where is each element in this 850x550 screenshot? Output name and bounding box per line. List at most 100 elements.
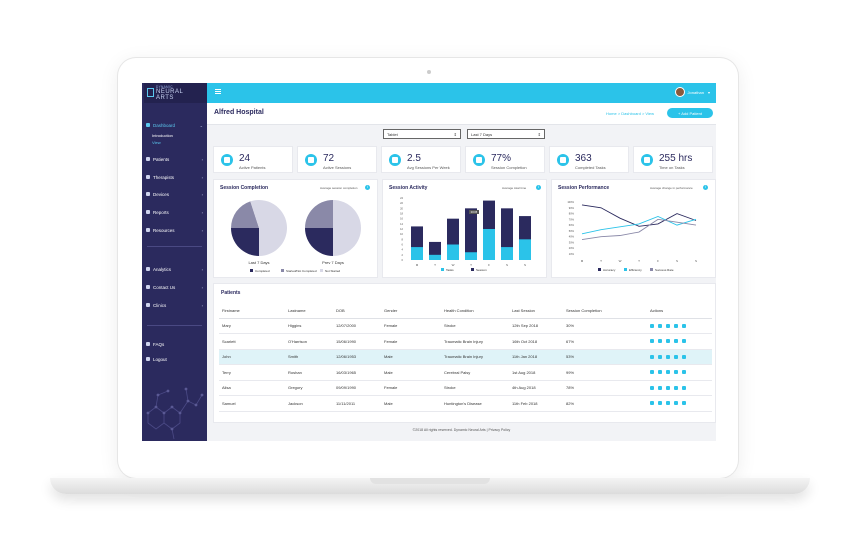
stat-icon [389, 154, 401, 166]
info-icon[interactable]: i [365, 185, 370, 190]
stat-card: 2.5 Avg Sessions Per Week [381, 146, 461, 173]
sidebar-item-therapists[interactable]: Therapists › [142, 171, 207, 183]
info-icon[interactable]: i [536, 185, 541, 190]
chart-icon[interactable] [666, 354, 670, 359]
user-icon [146, 175, 150, 179]
sidebar-item-analytics[interactable]: Analytics › [142, 263, 207, 275]
chart-icon[interactable] [666, 370, 670, 375]
edit-icon[interactable] [658, 401, 662, 406]
table-row[interactable]: Scarlett O'Harrison 15/06/1990 Female Trauma… [219, 333, 712, 350]
sidebar-item-reports[interactable]: Reports › [142, 206, 207, 218]
breadcrumb[interactable]: Home > Dashboard > View [606, 111, 654, 116]
legend-label: Completed [255, 269, 270, 273]
actions-cell [647, 333, 712, 350]
series-line [581, 204, 697, 227]
hamburger-menu-icon[interactable] [215, 89, 221, 94]
patients-table: Firstname Lastname DOB Gender Health Conditi… [219, 304, 712, 412]
download-icon[interactable] [682, 339, 686, 344]
info-icon[interactable]: i [703, 185, 708, 190]
y-tick-label: 8 [402, 237, 404, 241]
view-icon[interactable] [650, 339, 654, 344]
device-select[interactable]: Tablet ⇕ [383, 129, 461, 139]
sidebar-item-logout[interactable]: Logout [142, 353, 207, 365]
table-row[interactable]: Mary Higgins 12/07/2000 Female Stroke 12th Se… [219, 318, 712, 334]
column-header: DOB [333, 304, 381, 319]
table-cell: 12/07/2000 [333, 318, 381, 334]
y-tick-label: 0 [402, 258, 404, 262]
download-icon[interactable] [682, 354, 686, 359]
sidebar-item-resources[interactable]: Resources › [142, 224, 207, 236]
user-icon[interactable] [674, 401, 678, 406]
user-menu[interactable]: Jonathan ▾ [674, 87, 710, 97]
date-range-select[interactable]: Last 7 Days ⇕ [467, 129, 545, 139]
chart-icon[interactable] [666, 323, 670, 328]
y-tick-label: 16 [400, 217, 403, 221]
chart-icon[interactable] [666, 401, 670, 406]
view-icon[interactable] [650, 370, 654, 375]
download-icon[interactable] [682, 385, 686, 390]
page-title: Alfred Hospital [214, 109, 264, 116]
y-tick-label: 12 [400, 227, 403, 231]
device-select-value: Tablet [387, 131, 398, 137]
download-icon[interactable] [682, 401, 686, 406]
sidebar-item-patients[interactable]: Patients › [142, 153, 207, 165]
view-icon[interactable] [650, 323, 654, 328]
edit-icon[interactable] [658, 339, 662, 344]
table-row[interactable]: Samuel Jackson 11/11/2011 Male Huntington's … [219, 395, 712, 412]
table-cell: 67% [563, 333, 647, 350]
column-header: Lastname [285, 304, 333, 319]
dashboard-icon [146, 123, 150, 127]
edit-icon[interactable] [658, 385, 662, 390]
sidebar-item-clinics[interactable]: Clinics › [142, 299, 207, 311]
chart-icon[interactable] [666, 339, 670, 344]
edit-icon[interactable] [658, 370, 662, 375]
add-patient-button[interactable]: + Add Patient [667, 108, 713, 118]
y-tick-label: 30% [569, 240, 575, 244]
edit-icon[interactable] [658, 354, 662, 359]
view-icon[interactable] [650, 385, 654, 390]
table-row[interactable]: John Smith 12/06/1953 Male Traumatic Brain I… [219, 349, 712, 365]
stat-value: 2.5 [407, 153, 421, 164]
chart-icon[interactable] [666, 385, 670, 390]
column-header: Last Session [509, 304, 563, 319]
table-row[interactable]: Alisa Gregory 09/09/1990 Female Stroke 4th Au… [219, 380, 712, 396]
stat-label: Avg Sessions Per Week [407, 165, 450, 170]
sub-item-view[interactable]: View [152, 140, 161, 145]
view-icon[interactable] [650, 401, 654, 406]
y-tick-label: 2 [402, 253, 404, 257]
sub-item-introduction[interactable]: Introduction [152, 133, 173, 138]
user-icon[interactable] [674, 323, 678, 328]
info-icon [146, 228, 150, 232]
download-icon[interactable] [682, 323, 686, 328]
sidebar-item-label: Dashboard [153, 122, 176, 128]
brand-line2: NEURAL [156, 89, 184, 95]
y-tick-label: 14 [400, 222, 403, 226]
x-tick-label: S [524, 263, 526, 267]
stat-value: 363 [575, 153, 592, 164]
stat-card: 24 Active Patients [213, 146, 293, 173]
table-row[interactable]: Terry Roshan 16/03/1965 Male Cerebral Palsy 1… [219, 364, 712, 381]
chevron-right-icon: › [201, 228, 203, 233]
user-icon[interactable] [674, 370, 678, 375]
sidebar-item-contact-us[interactable]: Contact Us › [142, 281, 207, 293]
edit-icon[interactable] [658, 323, 662, 328]
sidebar-item-faqs[interactable]: FAQs [142, 338, 207, 350]
table-cell: Scarlett [219, 333, 285, 350]
bar-tasks [519, 239, 531, 260]
x-tick-label: M [581, 259, 584, 263]
view-icon[interactable] [650, 354, 654, 359]
download-icon[interactable] [682, 370, 686, 375]
sidebar-item-dashboard[interactable]: Dashboard ⌄ [142, 119, 207, 131]
user-icon[interactable] [674, 385, 678, 390]
user-icon[interactable] [674, 354, 678, 359]
brand-logo[interactable]: DYNAMIC NEURAL ARTS [144, 83, 207, 103]
sidebar-item-devices[interactable]: Devices › [142, 188, 207, 200]
avatar [674, 87, 685, 97]
y-tick-label: 10 [400, 232, 403, 236]
user-icon[interactable] [674, 339, 678, 344]
footer: ©2018 All rights reserved. Dynamic Neura… [412, 428, 511, 432]
page-header: Alfred Hospital Home > Dashboard > View … [207, 103, 716, 125]
chevron-right-icon: › [201, 267, 203, 272]
series-line [581, 218, 697, 241]
